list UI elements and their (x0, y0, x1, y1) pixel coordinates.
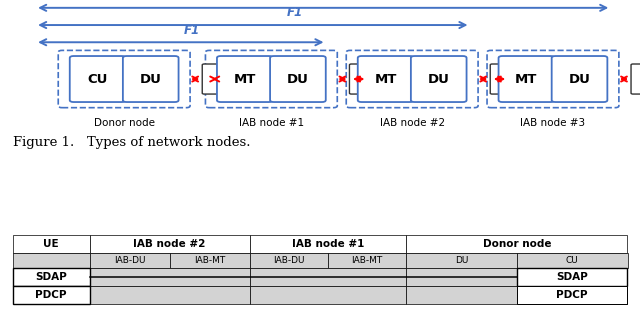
Text: Donor node: Donor node (483, 239, 551, 249)
FancyBboxPatch shape (202, 64, 220, 94)
Text: CU: CU (566, 256, 579, 265)
Text: CU: CU (88, 73, 108, 85)
Bar (13, 268, 90, 286)
Text: UE: UE (44, 239, 59, 249)
Text: SDAP: SDAP (35, 272, 67, 282)
FancyBboxPatch shape (123, 56, 179, 102)
Text: IAB node #2: IAB node #2 (380, 118, 445, 128)
Text: F1: F1 (184, 23, 200, 37)
FancyBboxPatch shape (70, 56, 125, 102)
Text: DU: DU (287, 73, 309, 85)
Text: IAB-MT: IAB-MT (351, 256, 383, 265)
Bar (13, 235, 90, 253)
Text: Donor node: Donor node (93, 118, 155, 128)
Text: IAB node #1: IAB node #1 (239, 118, 304, 128)
Text: IAB-DU: IAB-DU (114, 256, 145, 265)
Text: PDCP: PDCP (35, 290, 67, 300)
FancyBboxPatch shape (499, 56, 554, 102)
Text: DU: DU (568, 73, 591, 85)
Bar (406, 268, 627, 286)
Bar (250, 268, 406, 286)
Bar (517, 253, 627, 268)
Text: MT: MT (515, 73, 538, 85)
Text: DU: DU (455, 256, 468, 265)
Text: IAB-MT: IAB-MT (194, 256, 225, 265)
Text: IAB-DU: IAB-DU (273, 256, 305, 265)
Text: Figure 1.   Types of network nodes.: Figure 1. Types of network nodes. (13, 136, 250, 149)
Text: PDCP: PDCP (556, 290, 588, 300)
FancyBboxPatch shape (411, 56, 467, 102)
Text: DU: DU (140, 73, 162, 85)
Bar (328, 253, 406, 268)
Bar (170, 253, 250, 268)
Text: IAB node #1: IAB node #1 (292, 239, 364, 249)
FancyBboxPatch shape (270, 56, 326, 102)
Text: DU: DU (428, 73, 450, 85)
Bar (13, 286, 90, 304)
Bar (517, 286, 627, 304)
Text: SDAP: SDAP (556, 272, 588, 282)
Text: IAB node #3: IAB node #3 (520, 118, 586, 128)
FancyBboxPatch shape (552, 56, 607, 102)
FancyBboxPatch shape (490, 64, 508, 94)
Bar (90, 286, 250, 304)
Bar (250, 235, 406, 253)
Text: IAB node #2: IAB node #2 (133, 239, 206, 249)
Bar (517, 268, 627, 286)
Text: MT: MT (234, 73, 256, 85)
Text: F1: F1 (286, 6, 303, 19)
Bar (90, 268, 250, 286)
Bar (250, 286, 406, 304)
Text: MT: MT (374, 73, 397, 85)
Bar (13, 286, 90, 304)
Bar (250, 253, 328, 268)
Bar (406, 235, 627, 253)
Bar (13, 268, 90, 286)
FancyBboxPatch shape (631, 64, 640, 94)
FancyBboxPatch shape (358, 56, 413, 102)
Bar (13, 253, 90, 268)
Bar (406, 286, 627, 304)
FancyBboxPatch shape (217, 56, 273, 102)
Bar (406, 253, 517, 268)
Text: F1: F1 (369, 0, 386, 2)
Bar (90, 253, 170, 268)
FancyBboxPatch shape (349, 64, 367, 94)
Bar (90, 235, 250, 253)
